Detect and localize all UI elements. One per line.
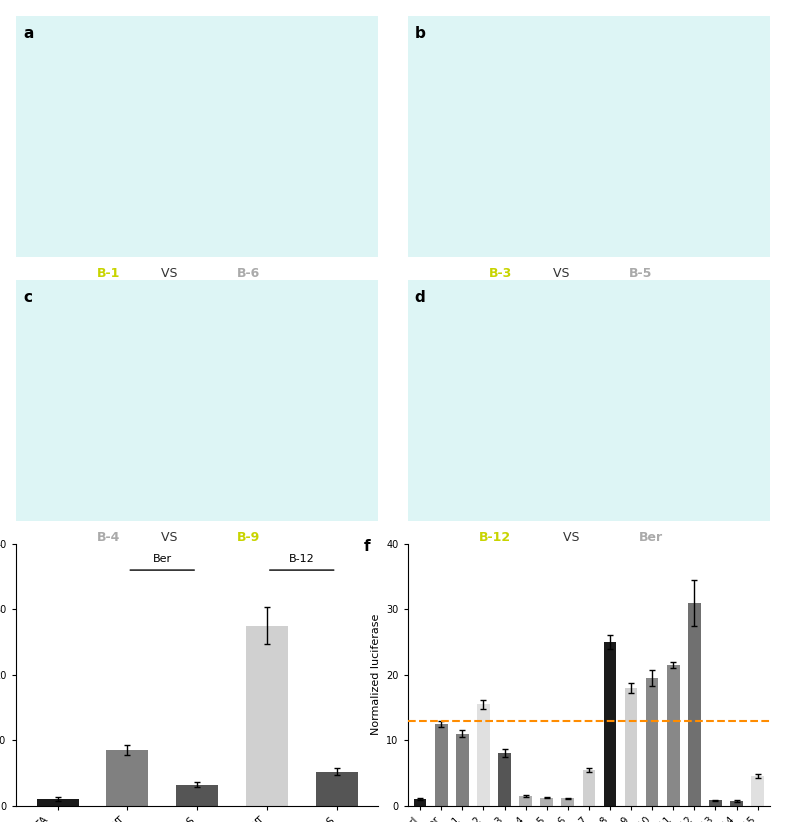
Bar <box>477 704 490 806</box>
Bar <box>646 678 659 806</box>
Text: B-3: B-3 <box>489 267 512 279</box>
Text: c: c <box>23 290 32 305</box>
Bar <box>37 799 79 806</box>
Text: B-6: B-6 <box>237 267 260 279</box>
Text: VS: VS <box>559 530 583 543</box>
Text: b: b <box>415 26 426 41</box>
Bar <box>106 750 149 806</box>
Bar <box>625 688 637 806</box>
Y-axis label: Normalized luciferase: Normalized luciferase <box>370 614 380 736</box>
Text: d: d <box>415 290 425 305</box>
Bar <box>456 733 468 806</box>
Text: Ber: Ber <box>639 530 663 543</box>
Bar <box>688 603 700 806</box>
Text: B-12: B-12 <box>289 553 314 564</box>
Bar <box>316 772 358 806</box>
Bar <box>246 626 288 806</box>
Text: f: f <box>364 538 371 554</box>
Text: B-12: B-12 <box>479 530 511 543</box>
Bar <box>520 796 532 806</box>
Text: Ber: Ber <box>152 553 172 564</box>
Bar <box>561 798 574 806</box>
Bar <box>541 797 553 806</box>
Bar <box>604 642 616 806</box>
Text: VS: VS <box>157 267 182 279</box>
Bar <box>498 753 511 806</box>
Text: B-5: B-5 <box>629 267 652 279</box>
Text: B-9: B-9 <box>237 530 260 543</box>
Text: VS: VS <box>157 530 182 543</box>
Text: B-1: B-1 <box>97 267 121 279</box>
Bar <box>730 801 743 806</box>
Text: B-4: B-4 <box>97 530 121 543</box>
Text: a: a <box>23 26 33 41</box>
Text: VS: VS <box>549 267 574 279</box>
Bar <box>582 769 595 806</box>
Bar <box>414 799 427 806</box>
Bar <box>709 801 722 806</box>
Bar <box>667 665 680 806</box>
Bar <box>176 785 218 806</box>
Bar <box>751 776 764 806</box>
Bar <box>435 724 447 806</box>
